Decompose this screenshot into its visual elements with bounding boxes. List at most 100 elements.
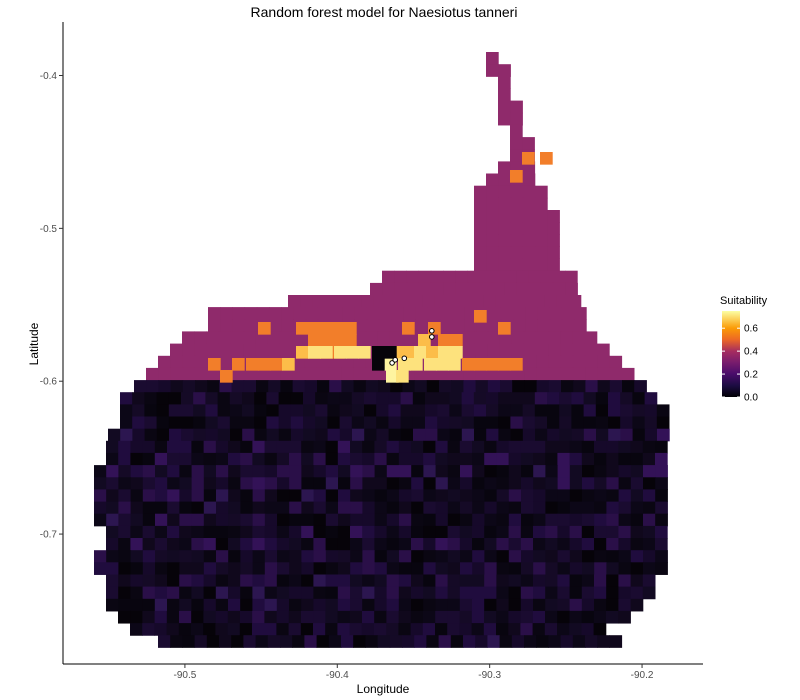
heatmap-cell: [206, 331, 220, 345]
heatmap-cell: [498, 358, 511, 371]
heatmap-cell: [618, 525, 632, 539]
heatmap-cell: [215, 440, 229, 454]
heatmap-cell: [142, 513, 156, 527]
heatmap-cell: [609, 380, 623, 393]
heatmap-cell: [289, 489, 302, 503]
heatmap-cell: [350, 598, 363, 612]
heatmap-cell: [496, 440, 510, 454]
heatmap-cell: [508, 465, 522, 478]
heatmap-cell: [537, 319, 551, 332]
heatmap-cell: [435, 586, 449, 600]
heatmap-cell: [418, 282, 432, 296]
heatmap-cell: [508, 452, 522, 466]
heatmap-cell: [240, 598, 253, 612]
heatmap-cell: [559, 392, 572, 405]
heatmap-cell: [325, 489, 339, 503]
heatmap-cell: [362, 538, 375, 551]
heatmap-cell: [156, 392, 170, 405]
heatmap-cell: [557, 489, 571, 503]
heatmap-cell: [399, 465, 412, 478]
heatmap-cell: [351, 404, 365, 418]
heatmap-cell: [167, 525, 180, 539]
heatmap-cell: [524, 367, 537, 381]
heatmap-cell: [533, 574, 546, 588]
heatmap-cell: [325, 562, 339, 575]
heatmap-cell: [447, 452, 461, 466]
heatmap-cell: [313, 598, 327, 612]
heatmap-cell: [179, 586, 192, 600]
heatmap-cell: [316, 367, 330, 381]
heatmap-cell: [484, 550, 498, 563]
heatmap-cell: [545, 465, 559, 478]
heatmap-cell: [366, 307, 380, 320]
heatmap-cell: [142, 598, 156, 612]
heatmap-cell: [228, 501, 241, 515]
heatmap-cell: [396, 370, 409, 383]
heatmap-cell: [533, 538, 546, 551]
heatmap-cell: [449, 416, 463, 430]
heatmap-cell: [423, 513, 437, 527]
heatmap-cell: [264, 440, 278, 454]
heatmap-cell: [655, 440, 668, 454]
heatmap-cell: [594, 525, 607, 539]
heatmap-cell: [584, 331, 598, 345]
heatmap-cell: [252, 489, 266, 503]
heatmap-cell: [548, 355, 562, 369]
heatmap-cell: [382, 270, 395, 284]
heatmap-cell: [264, 586, 278, 600]
heatmap-cell: [447, 598, 461, 612]
heatmap-cell: [560, 331, 573, 345]
heatmap-cell: [435, 623, 448, 636]
heatmap-cell: [386, 370, 399, 383]
heatmap-cell: [300, 623, 314, 636]
heatmap-cell: [366, 319, 380, 332]
heatmap-cell: [349, 623, 363, 636]
heatmap-cell: [228, 440, 241, 454]
heatmap-cell: [498, 416, 511, 430]
heatmap-cell: [208, 319, 221, 332]
heatmap-cell: [118, 465, 132, 478]
heatmap-cell: [522, 197, 536, 211]
heatmap-cell: [388, 416, 402, 430]
heatmap-cell: [203, 489, 217, 503]
heatmap-cell: [217, 392, 231, 405]
heatmap-cell: [167, 513, 180, 527]
heatmap-cell: [167, 538, 180, 551]
heatmap-cell: [583, 392, 597, 405]
heatmap-cell: [252, 525, 266, 539]
heatmap-cell: [365, 367, 379, 381]
heatmap-cell: [533, 586, 546, 600]
heatmap-cell: [464, 307, 477, 320]
heatmap-cell: [277, 465, 290, 478]
heatmap-cell: [182, 343, 195, 357]
heatmap-cell: [362, 586, 375, 600]
heatmap-cell: [166, 623, 180, 636]
heatmap-cell: [118, 550, 132, 563]
heatmap-cell: [365, 635, 379, 648]
heatmap-cell: [398, 525, 412, 539]
heatmap-cell: [435, 452, 449, 466]
heatmap-cell: [606, 586, 619, 600]
heatmap-cell: [167, 452, 180, 466]
heatmap-cell: [350, 489, 363, 503]
heatmap-cell: [191, 586, 205, 600]
heatmap-cell: [243, 331, 256, 345]
heatmap-cell: [458, 295, 472, 308]
heatmap-cell: [282, 358, 295, 371]
heatmap-cell: [533, 440, 546, 454]
heatmap-cell: [508, 586, 522, 600]
heatmap-cell: [374, 574, 388, 588]
heatmap-cell: [362, 610, 375, 624]
heatmap-cell: [569, 440, 583, 454]
heatmap-cell: [240, 538, 253, 551]
heatmap-cell: [182, 380, 196, 393]
heatmap-cell: [256, 307, 270, 320]
heatmap-cell: [449, 428, 463, 442]
heatmap-cell: [398, 610, 412, 624]
heatmap-cell: [313, 489, 327, 503]
heatmap-cell: [216, 513, 229, 527]
heatmap-cell: [460, 513, 473, 527]
heatmap-cell: [386, 440, 400, 454]
heatmap-cell: [332, 322, 345, 335]
heatmap-cell: [523, 331, 537, 345]
